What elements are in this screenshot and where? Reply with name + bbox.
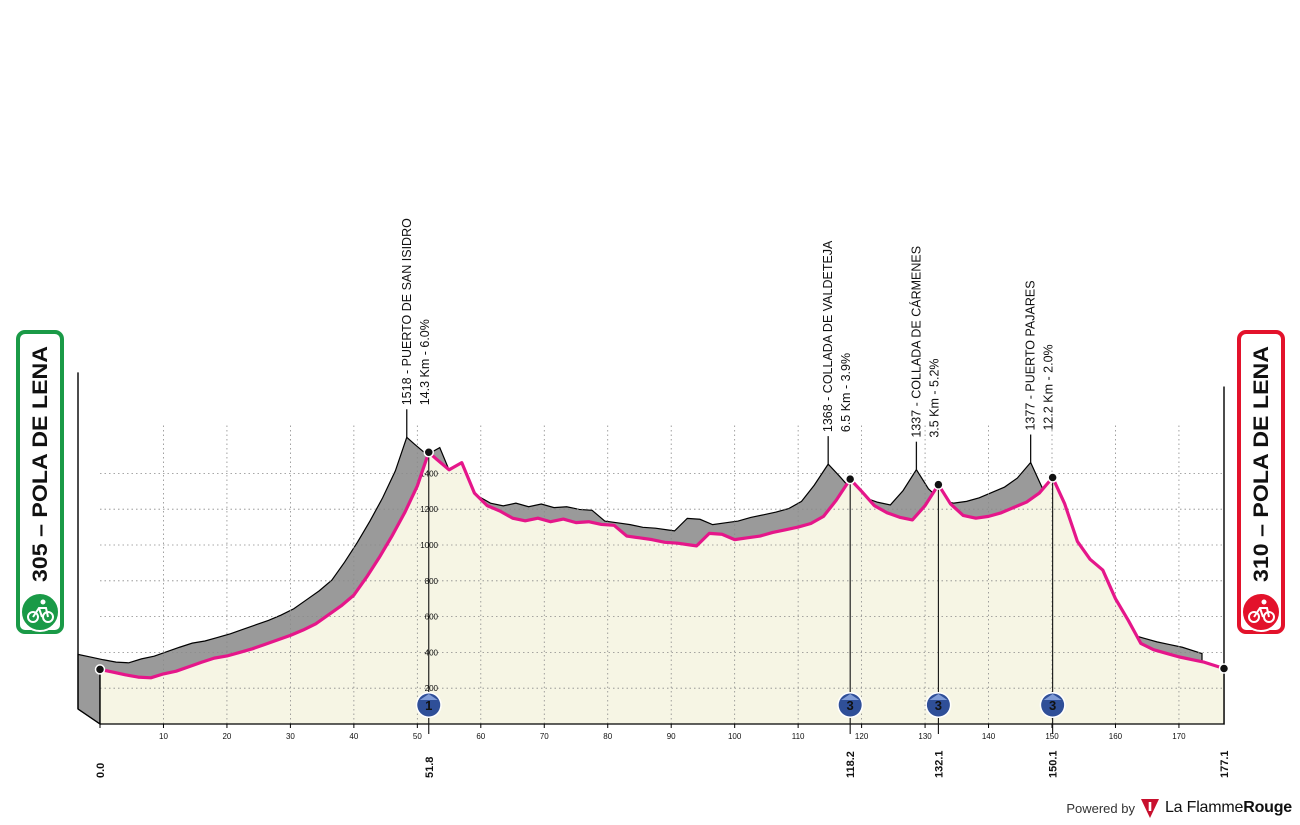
x-tick-label: 80 xyxy=(603,732,612,741)
climb-name-label: 1368 - COLLADA DE VALDETEJA xyxy=(821,240,835,432)
category-badge-label: 3 xyxy=(1049,698,1056,713)
powered-by-text: Powered by xyxy=(1066,800,1135,816)
profile-area xyxy=(100,452,1224,724)
elevation-tick-label: 1200 xyxy=(420,505,438,514)
climb-detail-label: 3.5 Km - 5.2% xyxy=(927,358,941,437)
category-badge-shine xyxy=(1043,694,1062,700)
category-badge-label: 3 xyxy=(935,698,942,713)
finish-label: 310 – POLA DE LENA xyxy=(1250,346,1273,582)
x-tick-label: 130 xyxy=(918,732,932,741)
climb-name-label: 1337 - COLLADA DE CÁRMENES xyxy=(908,246,923,438)
start-point-dot xyxy=(94,664,106,675)
climb-summit-dot xyxy=(933,479,944,490)
bicycle-icon xyxy=(1248,599,1275,623)
category-badge-label: 1 xyxy=(425,698,432,713)
elevation-tick-label: 800 xyxy=(425,577,439,586)
climb-detail-label: 12.2 Km - 2.0% xyxy=(1042,344,1056,430)
climb-name-label: 1518 - PUERTO DE SAN ISIDRO xyxy=(400,218,414,405)
x-tick-label: 10 xyxy=(159,732,168,741)
x-axis-side-edge xyxy=(77,708,101,725)
category-badge-shine xyxy=(929,694,948,700)
km-marker-labels: 0.0 51.8 118.2 132.1 150.1 177.1 xyxy=(94,663,1231,778)
x-tick-label: 70 xyxy=(540,732,549,741)
x-tick-label: 100 xyxy=(728,732,742,741)
start-label: 305 – POLA DE LENA xyxy=(29,346,52,582)
elevation-tick-label: 400 xyxy=(425,648,439,657)
category-badge-shine xyxy=(419,694,438,700)
brand-light: La Flamme xyxy=(1164,799,1244,816)
climb-summit-dot xyxy=(844,473,856,485)
climb-detail-label: 14.3 Km - 6.0% xyxy=(418,319,432,405)
elevation-tick-label: 1000 xyxy=(420,541,438,550)
x-axis: 10 20 30 40 50 60 70 80 90 100 110 120 130 140 150 160 1… xyxy=(77,372,1225,741)
category-badge-label: 3 xyxy=(847,698,854,713)
x-tick-label: 30 xyxy=(286,732,295,741)
x-tick-label: 90 xyxy=(667,732,676,741)
x-tick-label: 40 xyxy=(349,732,358,741)
climb-name-label: 1377 - PUERTO PAJARES xyxy=(1024,280,1038,430)
km-marker-label: 118.2 xyxy=(845,751,857,778)
x-tick-label: 120 xyxy=(855,732,869,741)
flame-logo-icon xyxy=(1140,799,1159,818)
bicycle-icon xyxy=(27,599,54,623)
climb-summit-dot xyxy=(423,447,435,458)
x-tick-label: 140 xyxy=(982,732,996,741)
climb-detail-label: 6.5 Km - 3.9% xyxy=(839,353,853,432)
x-tick-label: 170 xyxy=(1172,732,1186,741)
finish-point-dot xyxy=(1218,663,1230,674)
climb-annotations: 1518 - PUERTO DE SAN ISIDRO 14.3 Km - 6.0… xyxy=(400,218,1066,734)
x-tick-label: 110 xyxy=(792,732,805,741)
start-panel: 305 – POLA DE LENA xyxy=(16,330,64,634)
brand-bold: Rouge xyxy=(1243,799,1292,816)
category-badge-shine xyxy=(841,694,860,700)
x-tick-label: 20 xyxy=(222,732,231,741)
km-marker-label: 0.0 xyxy=(95,763,107,778)
elevation-tick-label: 200 xyxy=(425,684,439,693)
climb-summit-dot xyxy=(1047,472,1058,483)
elevation-tick-label: 1400 xyxy=(420,469,438,478)
km-marker-label: 51.8 xyxy=(424,757,436,778)
x-tick-label: 50 xyxy=(413,732,422,741)
km-marker-label: 132.1 xyxy=(933,750,945,778)
elevation-tick-label: 600 xyxy=(425,613,439,622)
km-marker-label: 150.1 xyxy=(1048,750,1060,778)
x-tick-label: 160 xyxy=(1109,732,1123,741)
finish-panel: 310 – POLA DE LENA xyxy=(1237,330,1285,634)
route-line xyxy=(99,450,1225,680)
brand-name: La FlammeRouge xyxy=(1165,799,1292,817)
km-marker-label: 177.1 xyxy=(1219,750,1231,778)
x-tick-label: 150 xyxy=(1045,732,1059,741)
x-tick-label: 60 xyxy=(476,732,485,741)
footer-powered-by: Powered by La FlammeRouge xyxy=(1066,797,1292,819)
